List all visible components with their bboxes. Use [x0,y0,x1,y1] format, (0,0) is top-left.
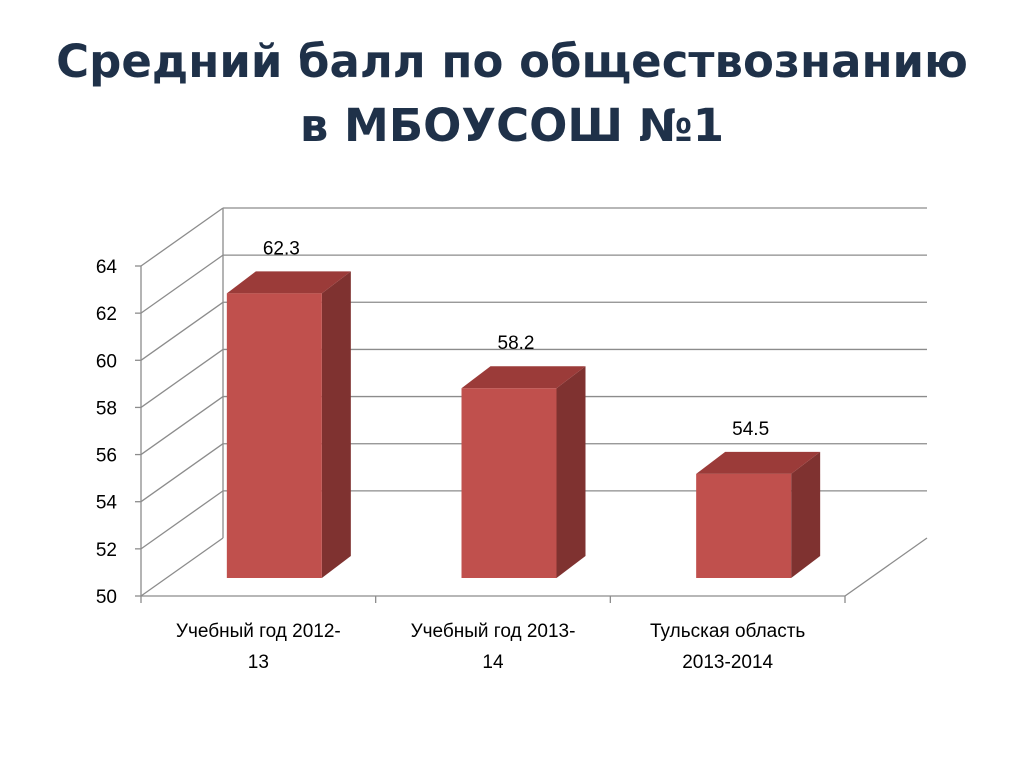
y-tick-label: 54 [96,493,118,514]
x-category-label: Учебный год 2013- [411,621,576,642]
gridline-side [140,537,224,597]
x-category-label: 13 [248,652,269,673]
y-tick-label: 58 [96,398,117,419]
gridline-side [140,443,224,503]
gridline-side [140,490,224,550]
gridline-side [140,396,224,456]
y-tick-label: 52 [96,540,117,561]
title-line-2: в МБОУСОШ №1 [299,99,725,152]
data-label: 62.3 [263,238,300,259]
data-label: 58.2 [498,333,535,354]
title-line-1: Средний балл по обществознанию [56,35,968,88]
y-tick-label: 62 [96,304,117,325]
x-category-label: 14 [482,652,504,673]
x-category-label: 2013-2014 [682,652,773,673]
bar-top [226,271,351,294]
bar [226,293,322,578]
y-tick-label: 64 [96,257,118,278]
gridline-side [140,301,224,361]
x-category-label: Учебный год 2012- [176,621,341,642]
bar-side [791,451,821,578]
y-tick-label: 50 [96,587,117,608]
bar [461,388,557,578]
bar-side [556,366,586,578]
floor-right-edge [844,537,928,597]
gridline-side [140,348,224,408]
gridline-side [140,207,224,267]
x-category-label: Тульская область [650,621,805,642]
bar-side [321,271,351,578]
gridline-side [140,254,224,314]
bar-top [696,451,821,474]
bar [696,473,792,578]
data-label: 54.5 [732,419,769,440]
y-tick-label: 60 [96,351,117,372]
bar-top [461,366,586,389]
y-tick-label: 56 [96,446,117,467]
slide-title: Средний балл по обществознанию в МБОУСОШ… [0,30,1024,158]
